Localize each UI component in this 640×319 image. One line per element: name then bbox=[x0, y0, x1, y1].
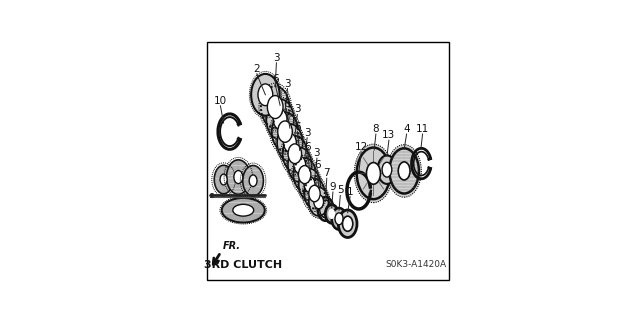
Text: 13: 13 bbox=[382, 130, 396, 140]
Ellipse shape bbox=[367, 163, 380, 184]
Ellipse shape bbox=[339, 210, 357, 237]
Ellipse shape bbox=[342, 216, 353, 231]
Ellipse shape bbox=[314, 195, 324, 209]
Ellipse shape bbox=[265, 97, 295, 142]
Ellipse shape bbox=[273, 109, 287, 130]
Ellipse shape bbox=[328, 209, 335, 219]
Text: 6: 6 bbox=[305, 142, 311, 152]
Text: 6: 6 bbox=[272, 74, 278, 85]
Text: 10: 10 bbox=[214, 96, 227, 106]
Text: 2: 2 bbox=[253, 64, 260, 74]
Ellipse shape bbox=[249, 175, 257, 187]
Ellipse shape bbox=[278, 121, 292, 142]
Text: 12: 12 bbox=[355, 143, 368, 152]
Ellipse shape bbox=[276, 122, 304, 164]
Ellipse shape bbox=[288, 144, 301, 164]
Ellipse shape bbox=[227, 160, 250, 194]
Ellipse shape bbox=[293, 158, 316, 191]
Ellipse shape bbox=[277, 124, 303, 161]
Ellipse shape bbox=[258, 84, 273, 106]
Ellipse shape bbox=[299, 169, 321, 200]
Text: 11: 11 bbox=[416, 124, 429, 134]
Ellipse shape bbox=[282, 136, 307, 172]
Ellipse shape bbox=[261, 86, 289, 128]
Text: 3RD CLUTCH: 3RD CLUTCH bbox=[204, 260, 282, 271]
Text: 8: 8 bbox=[372, 124, 380, 134]
Ellipse shape bbox=[355, 144, 392, 203]
Ellipse shape bbox=[307, 185, 330, 218]
Ellipse shape bbox=[335, 213, 343, 225]
Text: 3: 3 bbox=[284, 79, 291, 89]
Text: 3: 3 bbox=[273, 53, 280, 63]
Ellipse shape bbox=[298, 167, 322, 202]
Text: 4: 4 bbox=[403, 124, 410, 134]
Text: 6: 6 bbox=[294, 122, 301, 132]
Text: 3: 3 bbox=[314, 148, 320, 158]
Ellipse shape bbox=[398, 162, 410, 180]
Ellipse shape bbox=[272, 112, 298, 151]
Text: 3: 3 bbox=[304, 128, 310, 138]
Ellipse shape bbox=[288, 148, 312, 182]
Ellipse shape bbox=[284, 133, 296, 152]
Ellipse shape bbox=[382, 162, 392, 177]
Ellipse shape bbox=[243, 166, 264, 196]
Ellipse shape bbox=[287, 145, 313, 184]
Text: 5: 5 bbox=[337, 185, 344, 196]
Ellipse shape bbox=[387, 145, 421, 197]
Ellipse shape bbox=[309, 187, 328, 216]
Text: 6: 6 bbox=[283, 99, 289, 108]
Ellipse shape bbox=[266, 99, 294, 139]
Text: 9: 9 bbox=[330, 182, 336, 192]
Ellipse shape bbox=[389, 148, 419, 194]
Ellipse shape bbox=[251, 74, 280, 116]
Ellipse shape bbox=[304, 179, 325, 209]
Ellipse shape bbox=[222, 198, 265, 223]
Ellipse shape bbox=[309, 185, 320, 202]
Ellipse shape bbox=[233, 204, 253, 216]
Text: FR.: FR. bbox=[222, 241, 241, 251]
Ellipse shape bbox=[378, 155, 396, 184]
Ellipse shape bbox=[214, 165, 233, 194]
Ellipse shape bbox=[220, 174, 227, 185]
Text: 6: 6 bbox=[314, 160, 321, 170]
Ellipse shape bbox=[356, 148, 390, 199]
Ellipse shape bbox=[325, 204, 338, 223]
Text: 7: 7 bbox=[323, 168, 330, 178]
Text: 1: 1 bbox=[347, 187, 353, 197]
Text: S0K3-A1420A: S0K3-A1420A bbox=[386, 260, 447, 269]
Ellipse shape bbox=[298, 166, 311, 184]
Ellipse shape bbox=[268, 96, 283, 119]
Ellipse shape bbox=[304, 177, 315, 192]
Ellipse shape bbox=[234, 171, 243, 184]
Ellipse shape bbox=[294, 156, 306, 174]
Ellipse shape bbox=[332, 208, 346, 230]
Text: 3: 3 bbox=[294, 104, 301, 115]
